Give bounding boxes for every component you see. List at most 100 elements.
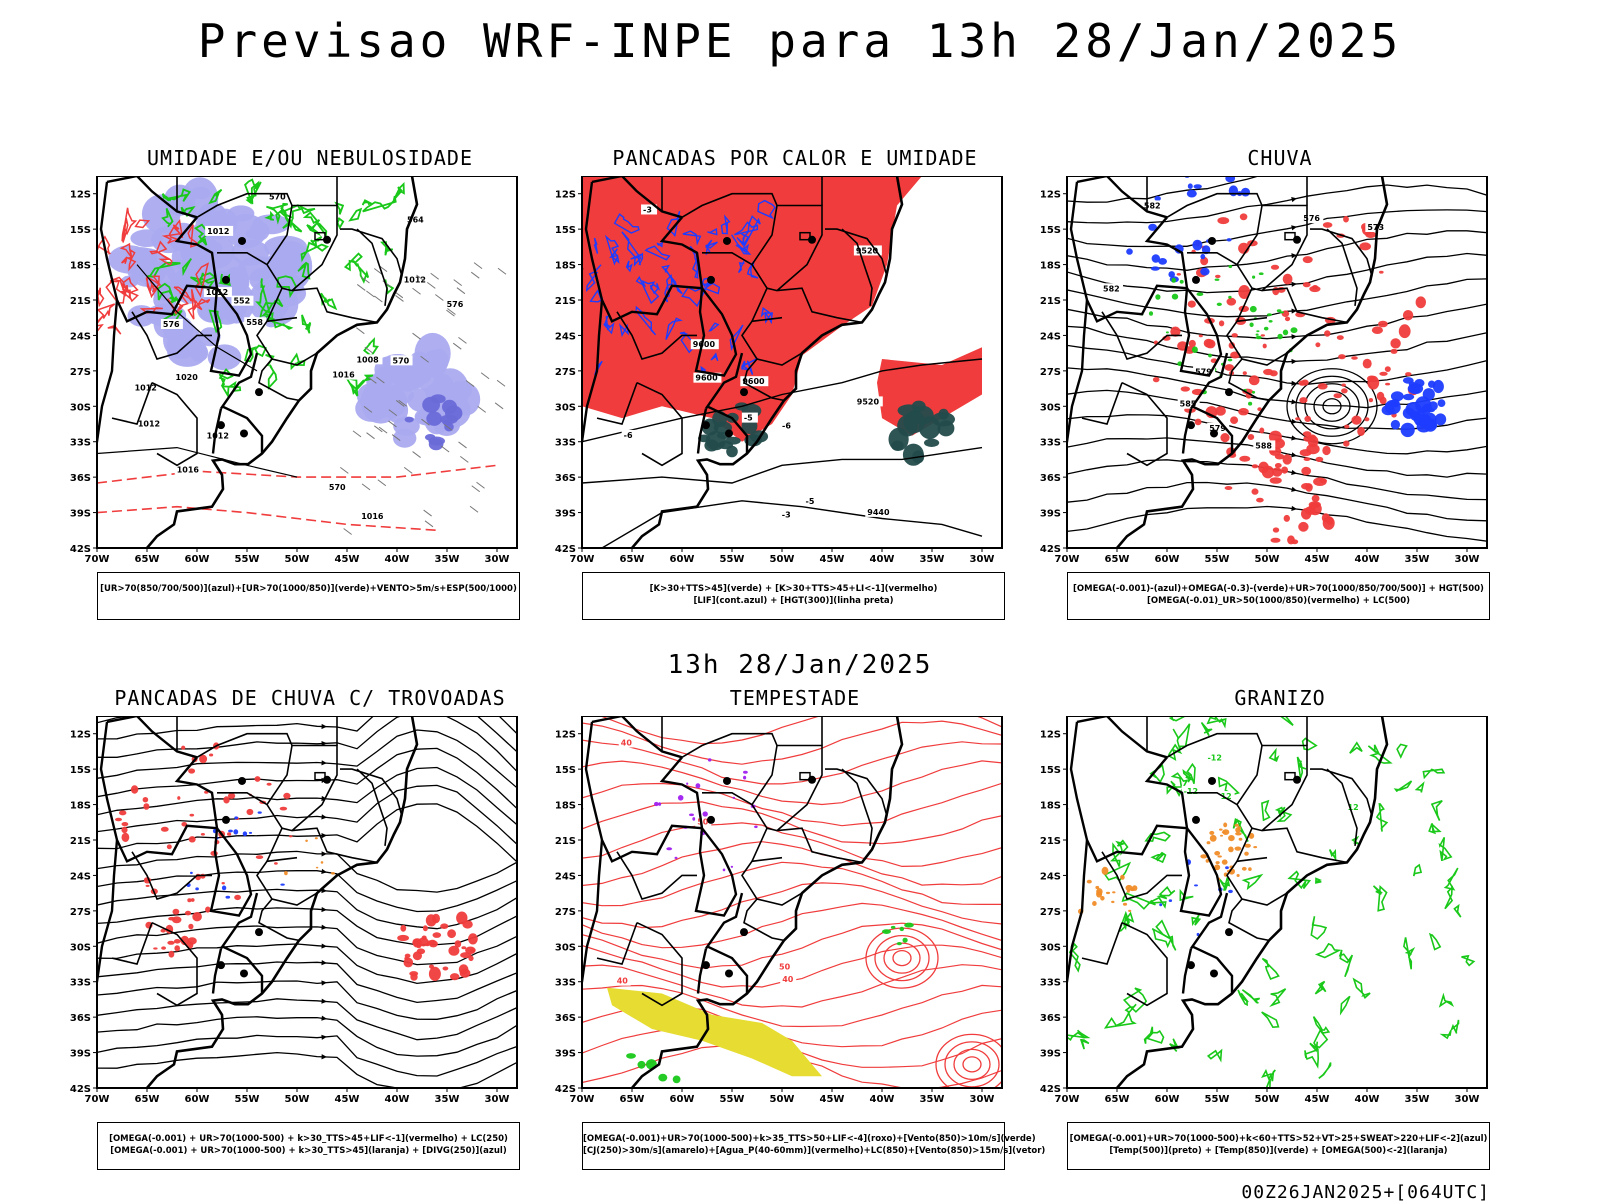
- label-bg: [779, 509, 796, 520]
- lake-marker: [1210, 969, 1218, 978]
- thickness-contour: [148, 275, 161, 293]
- jet-stream-area: [607, 987, 822, 1077]
- rain-area: [1298, 521, 1309, 532]
- lat-tick-label: 24S: [70, 871, 91, 882]
- lat-tick-label: 15S: [1040, 225, 1061, 236]
- thunderstorm-area: [200, 873, 206, 879]
- border-line: [1236, 827, 1348, 864]
- omega-green-area: [1256, 330, 1260, 333]
- streamline: [97, 943, 517, 985]
- omega-orange-area: [1222, 829, 1230, 835]
- atlantic-coastline: [631, 716, 904, 1088]
- thickness-contour: [122, 217, 129, 243]
- low-pressure-contour: [1313, 390, 1351, 422]
- label-bg: [135, 418, 164, 429]
- border-line: [681, 192, 778, 218]
- label-bg: [1218, 791, 1235, 802]
- border-line: [196, 192, 293, 218]
- humidity-contour: [244, 346, 257, 363]
- instability-orange-area: [314, 837, 318, 840]
- severe-storm-area: [677, 795, 684, 801]
- rain-area: [1303, 435, 1312, 442]
- lake-marker: [707, 275, 715, 284]
- thickness-contour: [156, 250, 173, 266]
- rain-area: [1226, 297, 1237, 306]
- border-line: [211, 948, 223, 994]
- temperature-850-contour: [1232, 818, 1249, 842]
- rain-area: [1359, 242, 1371, 251]
- label-bg: [244, 317, 267, 328]
- temperature-850-contour: [1103, 1011, 1137, 1029]
- border-line: [659, 756, 704, 829]
- rain-area: [1247, 434, 1255, 440]
- wind-streamline: [582, 822, 1002, 868]
- humidity-core: [404, 416, 414, 423]
- instability-orange-area: [315, 866, 319, 869]
- contour-label: -5: [806, 497, 815, 506]
- label-bg: [132, 382, 161, 393]
- humidity-contour: [208, 309, 223, 334]
- omega-orange-area: [1235, 832, 1242, 836]
- rain-area: [1398, 324, 1411, 339]
- border-line: [356, 768, 388, 846]
- run-info: 00Z26JAN2025+[064UTC]: [1241, 1182, 1490, 1203]
- wind-streamline: [597, 716, 1002, 745]
- flow-arrow: [1291, 435, 1297, 441]
- lon-tick-label: 70W: [570, 1094, 595, 1105]
- rain-area: [1238, 285, 1251, 299]
- hail-area: [1194, 884, 1198, 887]
- border-line: [1069, 721, 1188, 863]
- lake-marker: [1208, 776, 1216, 785]
- thunderstorm-area: [119, 810, 127, 816]
- lat-tick-label: 27S: [555, 367, 576, 378]
- strong-wind-area: [899, 926, 905, 932]
- omega-green-area: [1277, 333, 1283, 340]
- lon-tick-label: 40W: [870, 1094, 895, 1105]
- legend-umidade: [UR>70(850/700/500)](azul)+[UR>70(1000/8…: [97, 572, 520, 620]
- omega-green-area: [1148, 311, 1154, 316]
- contour-label: 9600: [693, 340, 716, 349]
- border-line: [702, 792, 768, 829]
- border-line: [1076, 716, 1168, 759]
- legend-line: [OMEGA(-0.001) + UR>70(1000-500) + k>30_…: [110, 1146, 507, 1156]
- humidity-contour: [157, 282, 177, 302]
- severe-storm-area: [658, 802, 662, 806]
- thunderstorm-area: [130, 785, 139, 794]
- lon-tick-label: 30W: [485, 1094, 510, 1105]
- hail-area: [1228, 889, 1233, 894]
- wind-vector: [443, 423, 453, 431]
- temperature-850-contour: [1241, 873, 1264, 891]
- contour-label: 9520: [856, 246, 879, 255]
- temperature-850-contour: [1422, 768, 1446, 780]
- contour-label: 12: [1221, 792, 1232, 801]
- thickness-contour: [149, 240, 168, 255]
- strong-wind-area: [896, 942, 902, 946]
- wind-vector: [421, 418, 430, 426]
- rain-area: [1231, 333, 1238, 338]
- border-line: [258, 898, 300, 942]
- lat-tick-label: 39S: [555, 509, 576, 520]
- map-frame: [96, 176, 518, 549]
- temperature-850-contour: [1367, 744, 1393, 764]
- panel-umidade: UMIDADE E/OU NEBULOSIDADE 1012 1012 1012 10…: [65, 146, 555, 636]
- lifted-index-contour: [608, 248, 620, 264]
- contour-label: 1012: [207, 227, 229, 236]
- streamline: [97, 850, 517, 893]
- thickness-contour: [194, 262, 210, 298]
- wind-vector: [480, 372, 490, 380]
- flow-arrow: [321, 851, 327, 857]
- thickness-contour: [167, 295, 189, 315]
- border-line: [1069, 181, 1188, 323]
- wind-streamline: [582, 801, 1002, 845]
- lifted-index-contour: [619, 323, 629, 338]
- border-line: [636, 921, 683, 1007]
- lat-tick-label: 21S: [70, 836, 91, 847]
- lat-tick-label: 18S: [70, 261, 91, 272]
- lake-marker: [1192, 815, 1200, 824]
- border-line: [1067, 839, 1089, 988]
- border-line: [706, 405, 749, 454]
- border-line: [1081, 382, 1123, 425]
- omega-blue-area: [1423, 412, 1437, 427]
- streamline: [1067, 505, 1487, 542]
- rain-area: [1357, 426, 1365, 436]
